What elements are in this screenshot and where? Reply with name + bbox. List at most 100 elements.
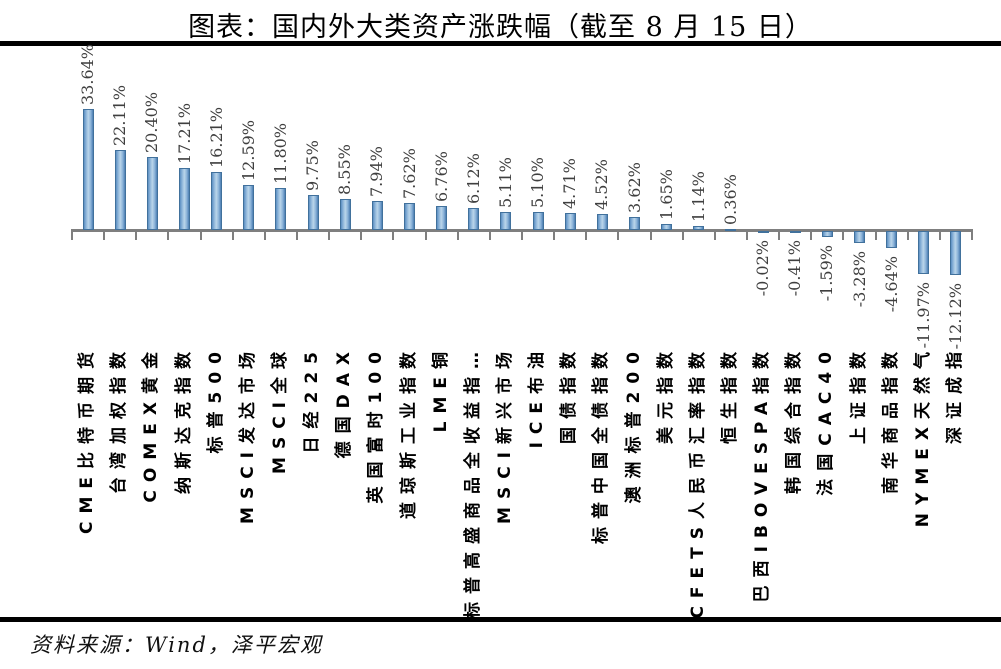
value-label: 17.21% — [174, 103, 194, 165]
value-label: 4.71% — [560, 158, 580, 210]
value-label: 16.21% — [206, 106, 226, 168]
category-label: CFETS人民币汇率指数 — [687, 344, 708, 619]
bar — [275, 187, 287, 230]
category-label: 南华商品指数 — [880, 344, 901, 494]
category-label: ICE布油 — [527, 344, 548, 449]
value-label: -12.12% — [945, 282, 965, 350]
bar — [789, 231, 801, 233]
bar — [661, 224, 673, 230]
axis-tick — [71, 232, 73, 240]
category-label: MSCI全球 — [269, 344, 290, 474]
axis-tick — [938, 232, 941, 240]
category-label: 标普高盛商品全收益指… — [462, 344, 483, 619]
bar — [693, 225, 705, 230]
value-label: 6.76% — [431, 150, 451, 202]
axis-tick — [360, 232, 363, 240]
axis-tick — [167, 232, 170, 240]
value-label: -0.41% — [785, 240, 805, 297]
axis-tick — [585, 232, 588, 240]
category-label: 德国DAX — [334, 344, 355, 459]
category-label: 韩国综合指数 — [784, 344, 805, 494]
bar — [757, 231, 769, 233]
bar-chart: 33.64% CME比特币期货 22.11% 台湾加权指数 20.40% COMEX黄金 1… — [71, 43, 973, 619]
axis-tick — [263, 232, 266, 240]
bar — [468, 207, 480, 230]
x-axis-line — [71, 229, 973, 232]
axis-tick — [906, 232, 909, 240]
category-label: 标普中国全债指数 — [591, 344, 612, 544]
bar — [243, 184, 255, 230]
category-label: CME比特币期货 — [77, 344, 98, 535]
axis-tick — [778, 232, 781, 240]
value-label: -3.28% — [849, 250, 869, 308]
value-label: 33.64% — [78, 43, 98, 105]
axis-tick — [649, 232, 652, 240]
axis-tick — [971, 232, 973, 240]
category-label: 澳洲标普200 — [623, 344, 644, 504]
bar — [339, 199, 351, 230]
bar — [146, 156, 158, 230]
bar — [500, 211, 512, 230]
value-label: 7.94% — [367, 146, 387, 198]
bar — [371, 201, 383, 230]
category-label: NYMEX天然气 — [912, 344, 933, 528]
bar — [179, 168, 190, 230]
axis-tick — [392, 232, 395, 240]
bar — [307, 194, 319, 230]
chart-title: 图表：国内外大类资产涨跌幅（截至 8 月 15 日） — [188, 12, 813, 43]
axis-tick — [713, 232, 716, 240]
bar — [436, 205, 448, 230]
axis-tick — [746, 232, 748, 240]
value-label: 11.80% — [270, 122, 290, 184]
bar — [211, 171, 223, 230]
category-label: 恒生指数 — [719, 344, 740, 444]
bottom-rule — [0, 617, 1001, 622]
bar — [114, 150, 126, 230]
axis-tick — [521, 232, 523, 240]
category-label: 纳斯达克指数 — [173, 344, 194, 494]
axis-tick — [456, 232, 459, 240]
value-label: 5.10% — [528, 156, 548, 208]
category-label: 美元指数 — [655, 344, 676, 444]
value-label: -11.97% — [913, 282, 933, 349]
category-label: 英国富时100 — [366, 344, 387, 504]
value-label: 8.55% — [335, 144, 355, 196]
value-label: 5.11% — [495, 156, 515, 208]
category-label: 巴西IBOVESPA指数 — [752, 344, 773, 603]
category-label: 深证成指 — [944, 344, 965, 444]
bar — [404, 202, 415, 230]
axis-tick — [810, 232, 813, 240]
value-label: 4.52% — [592, 158, 612, 210]
axis-tick — [135, 232, 138, 240]
axis-tick — [103, 232, 106, 240]
bar — [564, 213, 576, 230]
category-label: MSCI新兴市场 — [494, 344, 515, 524]
category-label: COMEX黄金 — [141, 344, 162, 503]
top-rule — [0, 41, 1001, 46]
axis-tick — [424, 232, 427, 240]
bar — [596, 213, 608, 230]
category-label: 上证指数 — [848, 344, 869, 444]
value-label: 22.11% — [110, 85, 130, 147]
category-label: 国债指数 — [559, 344, 580, 444]
bar — [886, 231, 898, 248]
value-label: -4.64% — [881, 255, 901, 312]
axis-tick — [296, 232, 298, 240]
value-label: 20.40% — [142, 91, 162, 153]
value-label: -1.59% — [817, 244, 837, 301]
axis-tick — [199, 232, 202, 240]
value-label: 7.62% — [399, 147, 419, 199]
bar — [725, 228, 737, 231]
value-label: 9.75% — [303, 140, 323, 191]
axis-tick — [231, 232, 234, 240]
category-label: 法国CAC40 — [816, 344, 837, 496]
value-label: 0.36% — [720, 173, 740, 225]
bar — [82, 108, 94, 230]
bar — [821, 231, 833, 237]
category-label: 标普500 — [205, 344, 226, 454]
axis-tick — [681, 232, 684, 240]
axis-tick — [553, 232, 556, 240]
axis-tick — [842, 232, 845, 240]
value-label: 3.62% — [624, 162, 644, 213]
